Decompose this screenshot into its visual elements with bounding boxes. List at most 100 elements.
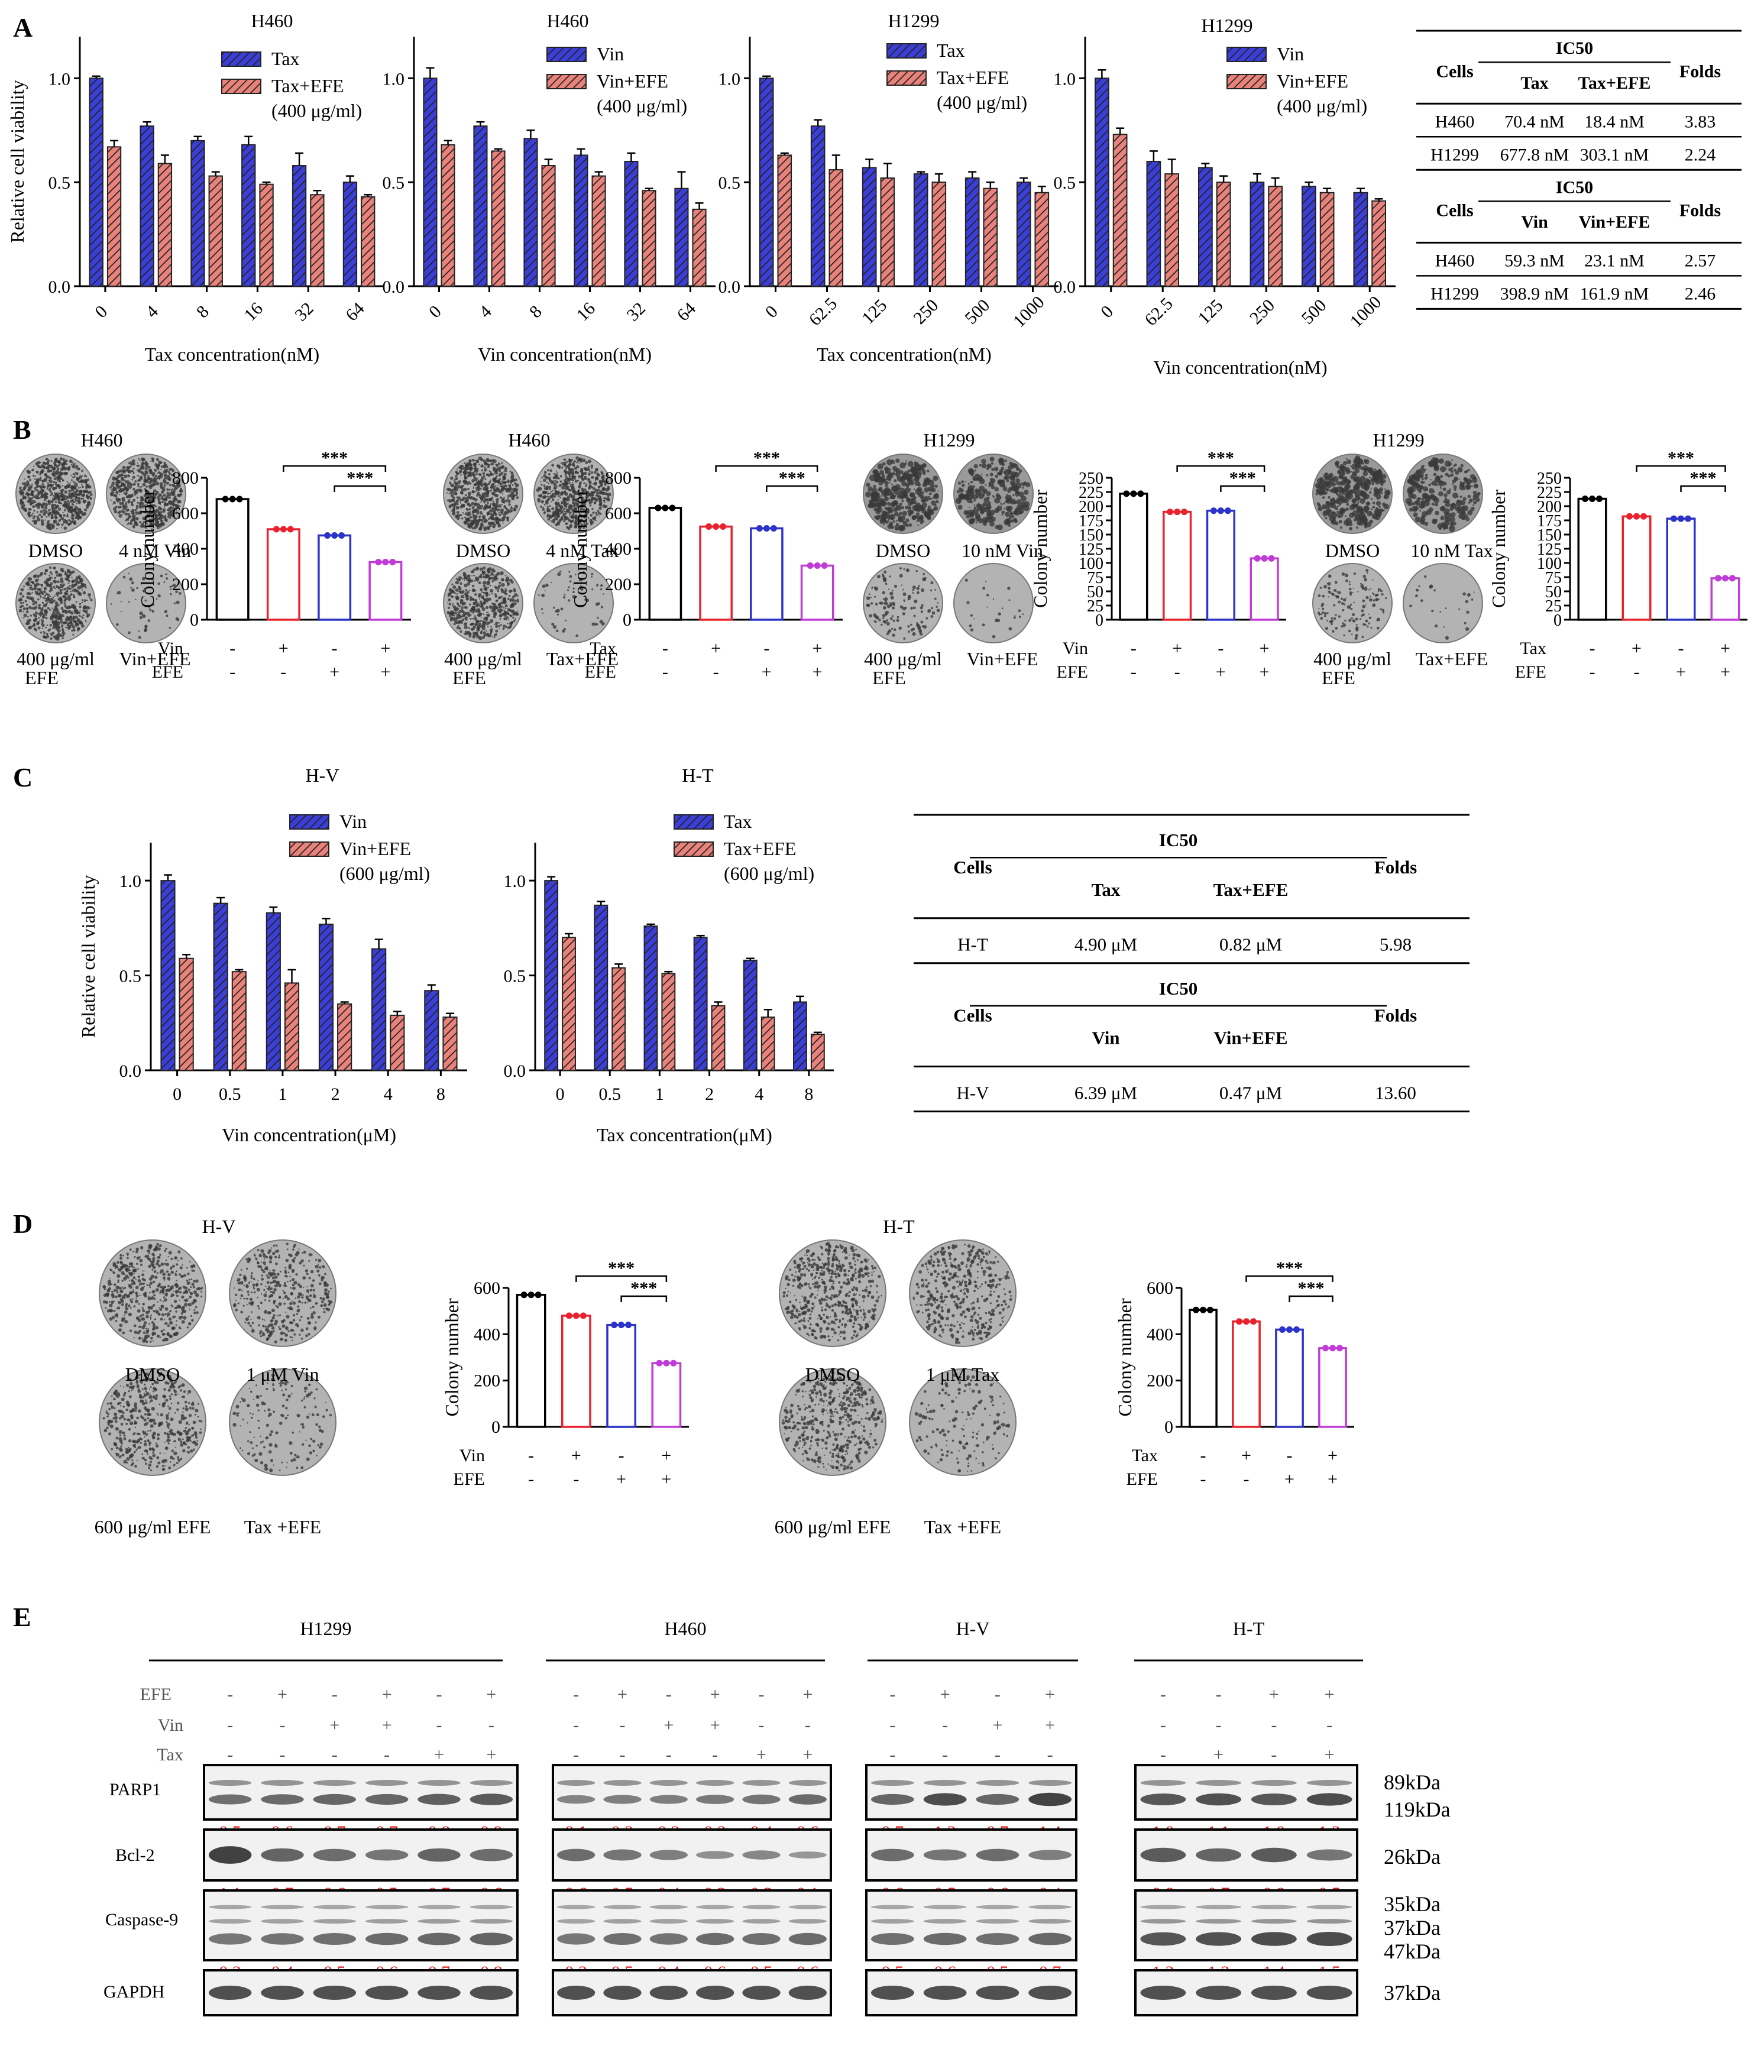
colony-dot — [510, 621, 513, 624]
y-tick-label: 1.0 — [718, 69, 741, 89]
colony-dot — [37, 621, 40, 624]
bar-single — [862, 167, 877, 287]
y-tick-label: 800 — [172, 468, 199, 488]
colony-dot — [74, 482, 78, 486]
colony-dot — [122, 505, 125, 508]
colony-dot — [60, 502, 63, 504]
colony-dot — [25, 493, 27, 496]
data-point — [382, 559, 389, 565]
colony-dot — [487, 580, 491, 584]
colony-dot — [72, 477, 74, 478]
colony-dot — [510, 590, 513, 593]
colony-dot — [35, 494, 37, 496]
colony-dot — [26, 480, 30, 484]
colony-dot — [549, 492, 551, 494]
colony-dot — [162, 509, 166, 513]
colony-dot — [144, 499, 147, 502]
colony-dot — [145, 503, 147, 505]
colony-dot — [453, 623, 455, 625]
colony-dot — [51, 510, 56, 514]
table-head-ic50: IC50 — [1556, 38, 1593, 58]
colony-dot — [489, 509, 493, 513]
colony-dot — [467, 488, 470, 490]
colony-dot — [75, 468, 77, 470]
colony-dot — [595, 493, 599, 497]
colony-dot — [144, 626, 147, 629]
colony-dot — [587, 459, 592, 464]
colony-dot — [468, 500, 470, 501]
colony-dot — [122, 470, 126, 474]
x-axis-label: Tax concentration(nM) — [145, 344, 319, 365]
colony-dot — [174, 509, 176, 510]
colony-dot — [989, 522, 995, 527]
colony-dot — [540, 484, 543, 486]
colony-dot — [147, 485, 149, 487]
colony-dot — [33, 614, 37, 618]
colony-dot — [37, 577, 39, 579]
colony-dot — [450, 610, 452, 612]
colony-dot — [894, 494, 896, 497]
colony-dot — [472, 514, 475, 517]
colony-dot — [31, 500, 34, 502]
colony-dot — [147, 520, 149, 522]
colony-dot — [597, 511, 601, 515]
colony-dot — [485, 460, 487, 462]
colony-dot — [40, 595, 42, 597]
colony-dot — [562, 629, 565, 633]
colony-dot — [477, 488, 480, 492]
colony-dot — [20, 491, 24, 496]
colony-dot — [558, 465, 561, 467]
colony-dot — [500, 485, 501, 487]
colony-dot — [540, 608, 543, 610]
bar-single — [473, 125, 488, 287]
legend-swatch-single — [221, 51, 261, 67]
colony-dot — [478, 517, 481, 519]
colony-dot — [23, 613, 27, 617]
colony-dot — [501, 503, 503, 506]
colony-dot — [57, 484, 60, 487]
bar-combo — [259, 183, 274, 287]
colony-dot — [607, 493, 609, 496]
colony-dot — [161, 500, 164, 503]
colony-dot — [55, 594, 57, 596]
colony-dot — [160, 519, 164, 523]
colony-dot — [110, 494, 113, 497]
colony-dot — [917, 467, 920, 471]
colony-dot — [453, 479, 455, 481]
colony-dot — [40, 522, 45, 526]
colony-dot — [478, 610, 481, 613]
colony-dot — [78, 501, 81, 504]
colony-dot — [555, 629, 559, 633]
colony-dot — [487, 501, 489, 504]
colony-dot — [71, 461, 73, 463]
colony-dot — [176, 493, 180, 497]
bar-combo — [777, 154, 792, 287]
colony-dot — [158, 461, 161, 464]
colony-dot — [490, 588, 494, 593]
colony-dot — [963, 510, 969, 516]
colony-dot — [64, 610, 67, 613]
colony-dot — [553, 477, 555, 479]
colony-dot — [56, 527, 58, 530]
colony-dot — [128, 572, 130, 575]
colony-dot — [117, 506, 121, 509]
colony-dot — [891, 483, 893, 485]
colony-dot — [455, 588, 459, 592]
colony-dot — [475, 601, 477, 603]
colony-dot — [150, 515, 153, 518]
colony-dot — [1014, 464, 1018, 468]
colony-dot — [988, 485, 991, 488]
x-tick-label: 8 — [526, 302, 546, 322]
colony-dot — [1001, 460, 1004, 462]
colony-dot — [567, 589, 569, 591]
colony-dot — [113, 501, 116, 504]
colony-dot — [56, 523, 59, 526]
colony-dot — [600, 484, 603, 487]
colony-dot — [491, 636, 493, 637]
colony-dot — [157, 498, 161, 501]
colony-dot — [483, 584, 486, 588]
bar-combo — [983, 187, 998, 287]
colony-dot — [136, 469, 138, 471]
colony-dot — [452, 604, 454, 607]
colony-dot — [895, 520, 898, 522]
